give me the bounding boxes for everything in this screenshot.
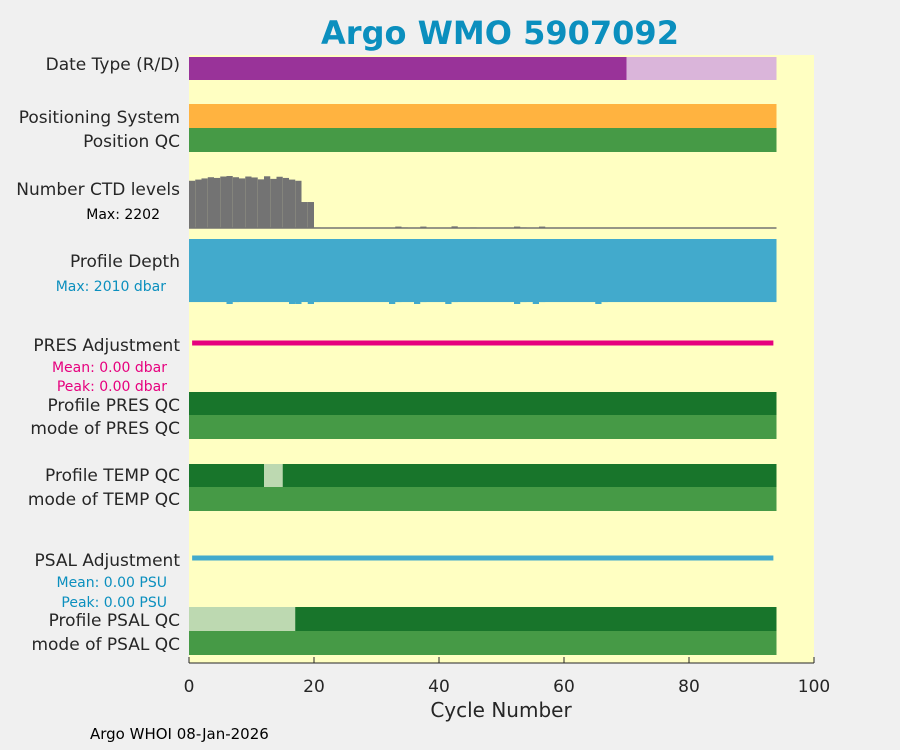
row-3-segment-0 [189,392,777,415]
pres-adjustment-peak: Peak: 0.00 dbar [57,379,167,395]
profile-depth-bar-36 [414,239,421,304]
ctd-level-bar-16 [289,179,296,228]
row-label-positioning-system: Positioning System [19,108,180,128]
psal-adjustment-mean: Mean: 0.00 PSU [56,575,167,591]
row-0-segment-1 [626,57,777,80]
ctd-level-bar-42 [451,226,458,228]
ctd-level-bar-14 [276,176,283,228]
pres-adjustment-label: PRES Adjustment [33,336,180,356]
row-label-profile-pres-qc: Profile PRES QC [47,396,180,416]
x-axis-label: Cycle Number [430,698,572,722]
profile-depth-bar-33 [395,239,402,303]
profile-depth-bar-6 [226,239,233,304]
ctd-levels-label: Number CTD levels [16,180,180,200]
row-label-profile-temp-qc: Profile TEMP QC [45,466,180,486]
row-4-segment-0 [189,415,777,439]
profile-depth-bar-16 [289,239,296,304]
profile-depth-bar-19 [307,239,314,304]
row-label-mode-pres-qc: mode of PRES QC [30,419,180,439]
profile-depth-bar-5 [220,239,227,299]
ctd-levels-max: Max: 2202 [86,207,160,223]
x-tick-label-60: 60 [553,677,575,697]
profile-depth-bar-20 [314,239,321,303]
profile-depth-bar-1 [195,239,202,293]
ctd-level-bar-12 [264,176,271,228]
ctd-level-bar-18 [301,202,308,228]
ctd-level-bar-4 [214,177,221,228]
profile-depth-bar-66 [601,239,608,303]
row-5-segment-0 [189,464,271,487]
row-label-profile-psal-qc: Profile PSAL QC [49,611,180,631]
row-label-mode-psal-qc: mode of PSAL QC [31,635,180,655]
profile-depth-bar-17 [295,239,302,304]
row-7-segment-1 [295,607,777,631]
row-8-segment-0 [189,631,777,655]
row-7-segment-0 [189,607,302,631]
ctd-level-bar-9 [245,176,252,228]
profile-depth-max: Max: 2010 dbar [56,279,167,295]
ctd-level-bar-7 [232,177,239,228]
pres-adjustment-mean: Mean: 0.00 dbar [52,360,167,376]
ctd-level-bar-10 [251,177,258,228]
profile-depth-bar-0 [189,239,196,293]
profile-depth-bar-41 [445,239,452,304]
profile-depth-bar-32 [389,239,396,304]
profile-depth-bar-42 [451,239,458,303]
x-axis: 0 20 40 60 80 100 [184,657,830,697]
profile-depth-bar-65 [595,239,602,304]
plot-area [189,55,814,663]
profile-depth-bar-37 [420,239,427,303]
profile-depth-bar-3 [207,239,214,294]
row-2-segment-0 [189,128,777,152]
profile-depth-bar-53 [520,239,527,303]
ctd-level-bar-6 [226,176,233,228]
profile-depth-label: Profile Depth [70,252,180,272]
row-label-date-type: Date Type (R/D) [46,55,180,75]
profile-depth-bar-52 [514,239,521,304]
profile-depth-bar-56 [539,239,546,303]
row-1-segment-0 [189,104,777,128]
profile-depth-bar-55 [532,239,539,304]
psal-adjustment-peak: Peak: 0.00 PSU [61,595,167,611]
ctd-level-bar-0 [189,180,196,228]
row-label-mode-temp-qc: mode of TEMP QC [28,490,180,510]
profile-depth-bar-4 [214,239,221,294]
x-tick-label-100: 100 [798,677,830,697]
ctd-level-bar-11 [257,179,264,228]
footer-credit: Argo WHOI 08-Jan-2026 [90,725,269,743]
ctd-level-bar-3 [207,177,214,228]
chart-title: Argo WMO 5907092 [321,14,679,52]
profile-depth-base [189,239,777,303]
psal-adjustment-label: PSAL Adjustment [35,551,181,571]
profile-depth-bar-7 [232,239,239,303]
row-0-segment-0 [189,57,633,80]
profile-depth-bar-2 [201,239,208,293]
x-tick-label-20: 20 [303,677,325,697]
ctd-level-bar-5 [220,176,227,228]
ctd-level-bar-15 [282,177,289,228]
ctd-level-bar-2 [201,178,208,228]
ctd-level-bar-8 [239,178,246,228]
ctd-level-bar-1 [195,179,202,228]
x-tick-label-40: 40 [428,677,450,697]
ctd-level-bar-13 [270,178,277,228]
row-label-position-qc: Position QC [83,132,180,152]
x-tick-label-80: 80 [678,677,700,697]
ctd-level-bar-17 [295,180,302,228]
row-5-segment-2 [282,464,777,487]
qc-chart: 0 20 40 60 80 100 Argo WMO 5907092 Date Type … [16,14,830,722]
ctd-level-bar-19 [307,202,314,228]
chart-marks [189,57,777,655]
row-6-segment-0 [189,487,777,511]
x-tick-label-0: 0 [184,677,195,697]
